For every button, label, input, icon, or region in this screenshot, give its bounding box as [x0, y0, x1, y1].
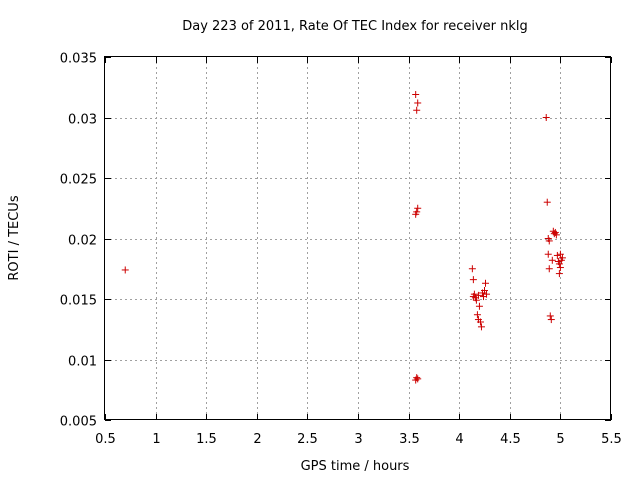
data-point — [412, 91, 420, 99]
data-point — [469, 276, 477, 284]
x-tick-label: 2.5 — [297, 432, 318, 447]
data-point — [477, 323, 485, 331]
data-point — [545, 265, 553, 273]
data-point — [555, 260, 563, 268]
y-tick-label: 0.025 — [60, 173, 97, 188]
chart-title: Day 223 of 2011, Rate Of TEC Index for r… — [182, 19, 528, 34]
y-tick-label: 0.005 — [60, 415, 97, 430]
plot-frame — [104, 56, 611, 420]
x-tick-label: 1 — [152, 432, 160, 447]
data-point — [543, 198, 551, 206]
data-point — [545, 237, 553, 245]
data-point — [414, 99, 422, 107]
data-point — [413, 106, 421, 114]
data-point — [546, 312, 554, 320]
data-point — [556, 264, 564, 272]
data-point — [555, 270, 563, 278]
x-tick-label: 1.5 — [196, 432, 217, 447]
data-point — [483, 290, 491, 298]
data-point — [552, 231, 560, 239]
data-point — [475, 302, 483, 310]
data-point — [482, 279, 490, 287]
y-tick-label: 0.02 — [68, 234, 97, 249]
data-point — [544, 250, 552, 258]
data-point — [412, 376, 420, 384]
data-point — [472, 296, 480, 304]
data-point — [414, 204, 422, 212]
x-tick-label: 4.5 — [500, 432, 521, 447]
x-tick-label: 0.5 — [95, 432, 116, 447]
x-axis-label: GPS time / hours — [301, 459, 410, 474]
data-point — [473, 311, 481, 319]
data-point — [481, 287, 488, 295]
data-point — [476, 318, 484, 326]
axis-ticks: 0.5 1 1.5 2 2.5 3 3.5 4 4.5 5 5.5 0.005 0.01 0.015 0.0… — [60, 52, 622, 448]
x-tick-label: 3 — [354, 432, 362, 447]
data-point — [542, 114, 550, 121]
y-tick-label: 0.01 — [68, 355, 97, 370]
data-point — [558, 254, 566, 262]
y-tick-label: 0.035 — [60, 52, 97, 67]
data-point — [412, 210, 420, 218]
y-axis-label: ROTI / TECUs — [7, 195, 22, 280]
data-point — [556, 250, 564, 258]
data-point — [468, 265, 476, 273]
x-tick-label: 5.5 — [601, 432, 622, 447]
grid-lines — [105, 57, 611, 420]
data-point — [547, 316, 555, 324]
data-point — [121, 266, 129, 274]
data-point — [553, 251, 561, 259]
data-points — [121, 91, 566, 384]
x-tick-label: 4 — [455, 432, 463, 447]
y-tick-label: 0.03 — [68, 113, 97, 128]
x-tick-label: 3.5 — [399, 432, 420, 447]
x-tick-label: 2 — [253, 432, 261, 447]
x-tick-label: 5 — [556, 432, 564, 447]
data-point — [474, 291, 482, 299]
y-tick-label: 0.015 — [60, 294, 97, 309]
data-point — [548, 256, 556, 264]
